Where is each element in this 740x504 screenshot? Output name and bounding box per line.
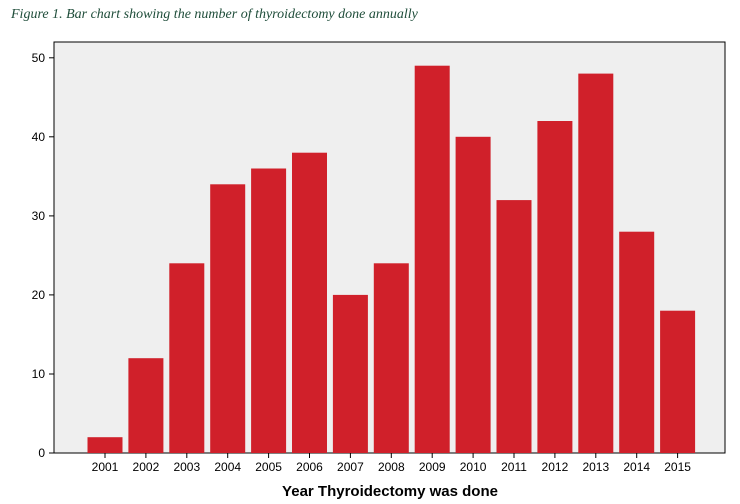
figure-caption: Figure 1. Bar chart showing the number o… bbox=[11, 7, 418, 22]
y-tick-label-40: 40 bbox=[32, 130, 46, 144]
y-tick-label-0: 0 bbox=[38, 446, 45, 460]
y-tick-label-10: 10 bbox=[32, 367, 46, 381]
x-tick-label-2011: 2011 bbox=[501, 460, 527, 474]
bar-2008 bbox=[373, 263, 409, 453]
bar-2015 bbox=[660, 310, 696, 453]
bar-2010 bbox=[455, 136, 491, 454]
x-tick-label-2002: 2002 bbox=[133, 460, 160, 474]
x-axis-title: Year Thyroidectomy was done bbox=[282, 483, 498, 500]
x-tick-label-2009: 2009 bbox=[419, 460, 446, 474]
bars-group bbox=[87, 65, 696, 454]
x-tick-label-2013: 2013 bbox=[582, 460, 609, 474]
bar-2009 bbox=[414, 65, 450, 453]
x-tick-label-2012: 2012 bbox=[542, 460, 569, 474]
x-tick-label-2015: 2015 bbox=[664, 460, 691, 474]
bar-2004 bbox=[210, 184, 246, 454]
bar-2001 bbox=[87, 437, 123, 453]
x-tick-label-2014: 2014 bbox=[623, 460, 650, 474]
bar-2005 bbox=[251, 168, 287, 453]
bar-2014 bbox=[619, 231, 655, 453]
x-tick-label-2004: 2004 bbox=[214, 460, 241, 474]
x-tick-label-2001: 2001 bbox=[92, 460, 119, 474]
bar-2002 bbox=[128, 358, 164, 453]
x-tick-label-2007: 2007 bbox=[337, 460, 364, 474]
bar-2003 bbox=[169, 263, 205, 453]
bar-2012 bbox=[537, 121, 573, 453]
x-tick-label-2003: 2003 bbox=[173, 460, 200, 474]
y-tick-label-30: 30 bbox=[32, 209, 46, 223]
bar-2011 bbox=[496, 200, 532, 453]
x-tick-label-2008: 2008 bbox=[378, 460, 405, 474]
x-tick-label-2010: 2010 bbox=[460, 460, 487, 474]
y-tick-label-50: 50 bbox=[32, 51, 46, 65]
bar-2006 bbox=[292, 152, 327, 453]
x-tick-label-2005: 2005 bbox=[255, 460, 282, 474]
bar-2013 bbox=[578, 73, 614, 453]
x-axis: 2001 2002 2003 2004 2005 2006 2007 2008 2009 2010… bbox=[92, 453, 691, 474]
bar-2007 bbox=[332, 294, 368, 453]
y-tick-label-20: 20 bbox=[32, 288, 46, 302]
x-tick-label-2006: 2006 bbox=[296, 460, 323, 474]
y-axis: 0 10 20 30 40 50 bbox=[32, 51, 54, 460]
